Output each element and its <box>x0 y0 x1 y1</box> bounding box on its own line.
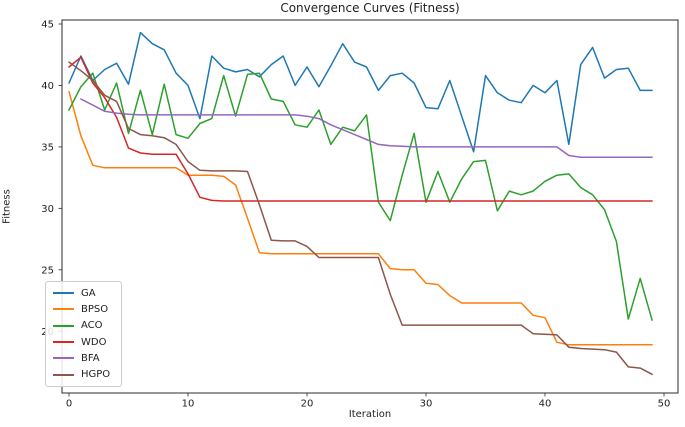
legend: GA BPSO ACO WDO BFA HGPO <box>45 281 122 387</box>
y-tick-label: 30 <box>41 204 54 215</box>
series-layer <box>68 31 653 376</box>
chart-title: Convergence Curves (Fitness) <box>280 1 460 15</box>
x-tick-label: 30 <box>420 399 433 410</box>
series-line-ga <box>68 31 653 153</box>
legend-label: ACO <box>81 320 103 332</box>
plot-border <box>61 19 679 394</box>
x-tick-label: 40 <box>539 399 552 410</box>
legend-item-ga: GA <box>53 286 114 301</box>
legend-item-aco: ACO <box>53 318 114 333</box>
legend-line-sample <box>53 308 74 311</box>
axes-layer: 01020304050202530354045 <box>41 20 670 410</box>
legend-label: HGPO <box>81 369 111 381</box>
y-tick-label: 40 <box>41 81 54 92</box>
series-line-bpso <box>68 90 653 346</box>
legend-item-wdo: WDO <box>53 335 114 350</box>
legend-item-bfa: BFA <box>53 351 114 366</box>
x-tick-label: 0 <box>66 399 72 410</box>
y-tick-label: 45 <box>41 20 54 31</box>
legend-line-sample <box>53 373 74 376</box>
legend-line-sample <box>53 292 74 295</box>
y-axis-label: Fitness <box>1 189 13 224</box>
series-line-wdo <box>68 56 653 202</box>
legend-label: BPSO <box>81 303 109 315</box>
legend-line-sample <box>53 357 74 360</box>
series-line-bfa <box>80 98 653 159</box>
x-tick-label: 20 <box>301 399 314 410</box>
x-axis-label: Iteration <box>348 409 392 420</box>
legend-item-hgpo: HGPO <box>53 367 114 382</box>
legend-label: GA <box>81 287 96 299</box>
series-line-aco <box>68 72 653 321</box>
x-tick-label: 50 <box>658 399 671 410</box>
legend-label: WDO <box>81 336 107 348</box>
legend-line-sample <box>53 341 74 344</box>
x-tick-label: 10 <box>182 399 195 410</box>
legend-label: BFA <box>81 352 100 364</box>
y-tick-label: 35 <box>41 142 54 153</box>
y-tick-label: 25 <box>41 265 54 276</box>
series-line-hgpo <box>68 61 653 376</box>
legend-item-bpso: BPSO <box>53 302 114 317</box>
legend-line-sample <box>53 324 74 327</box>
